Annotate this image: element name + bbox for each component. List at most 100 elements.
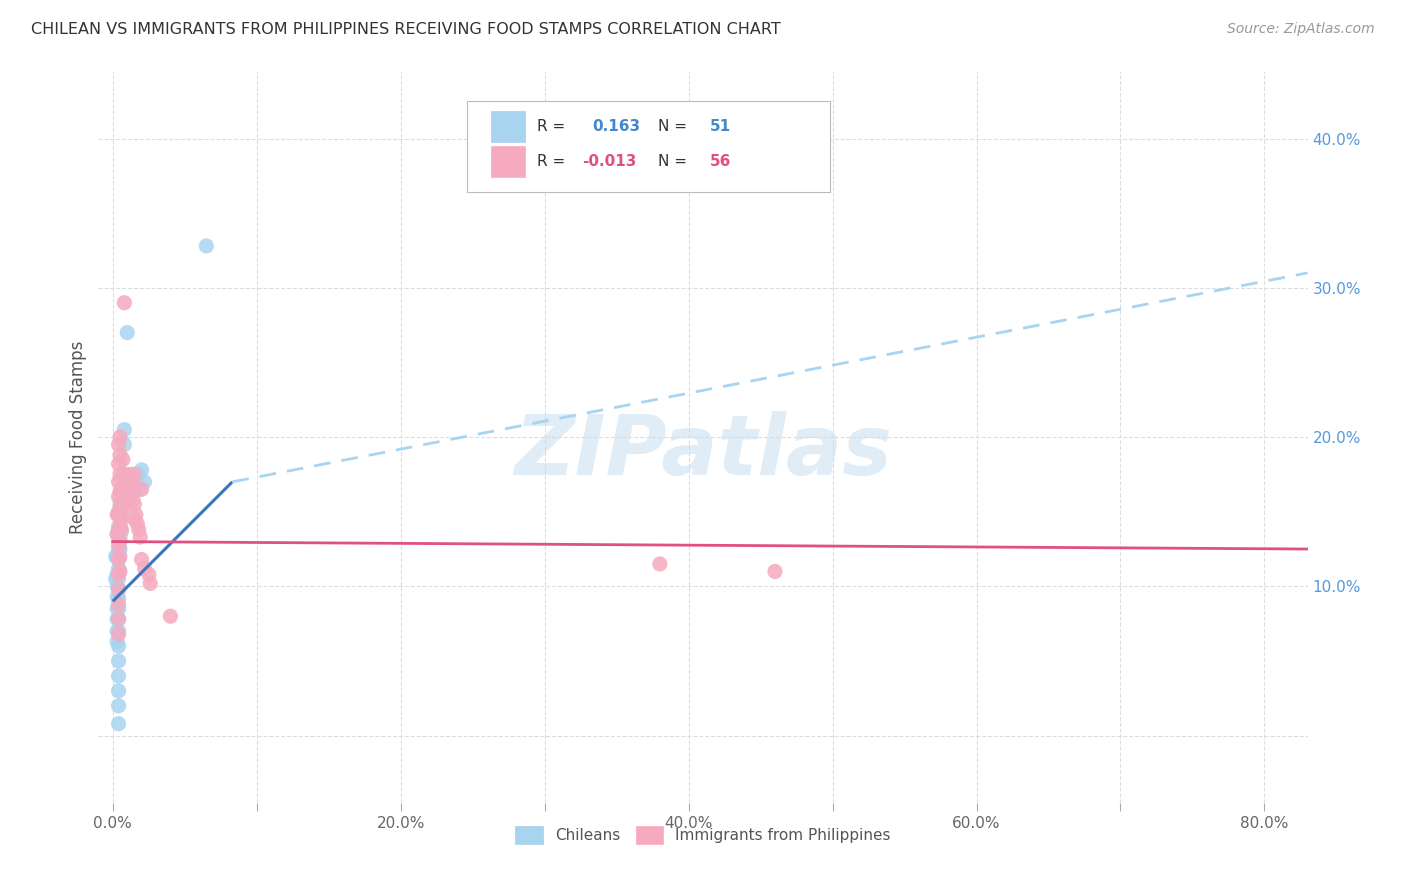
Point bbox=[128, 523, 150, 537]
Point bbox=[105, 579, 128, 593]
Point bbox=[107, 698, 129, 713]
Text: 56: 56 bbox=[710, 153, 731, 169]
Point bbox=[108, 519, 131, 533]
Point bbox=[118, 478, 141, 492]
Point bbox=[108, 430, 131, 444]
Point bbox=[131, 483, 153, 497]
Point bbox=[107, 508, 129, 522]
Text: R =: R = bbox=[537, 153, 571, 169]
Text: ZIPatlas: ZIPatlas bbox=[515, 411, 891, 492]
Point bbox=[115, 483, 138, 497]
Point bbox=[134, 475, 156, 489]
FancyBboxPatch shape bbox=[492, 146, 526, 177]
Point bbox=[124, 483, 146, 497]
Point bbox=[107, 542, 129, 557]
Point bbox=[105, 601, 128, 615]
Point bbox=[107, 534, 129, 549]
Point bbox=[107, 612, 129, 626]
Legend: Chileans, Immigrants from Philippines: Chileans, Immigrants from Philippines bbox=[509, 820, 897, 850]
Point bbox=[108, 509, 131, 524]
Point bbox=[121, 487, 143, 501]
Point bbox=[124, 512, 146, 526]
Point bbox=[105, 590, 128, 604]
Point bbox=[121, 472, 143, 486]
Point bbox=[139, 576, 162, 591]
Point bbox=[159, 609, 181, 624]
Point bbox=[763, 565, 786, 579]
Point bbox=[138, 567, 160, 582]
Point bbox=[108, 485, 131, 500]
Point bbox=[104, 572, 127, 586]
Point bbox=[107, 624, 129, 639]
Text: N =: N = bbox=[658, 119, 692, 134]
Text: 0.163: 0.163 bbox=[592, 119, 640, 134]
Point bbox=[127, 516, 149, 531]
Point bbox=[107, 567, 129, 582]
Point bbox=[134, 561, 156, 575]
Point bbox=[111, 467, 134, 482]
Point bbox=[107, 552, 129, 566]
Point bbox=[110, 497, 132, 511]
Text: CHILEAN VS IMMIGRANTS FROM PHILIPPINES RECEIVING FOOD STAMPS CORRELATION CHART: CHILEAN VS IMMIGRANTS FROM PHILIPPINES R… bbox=[31, 22, 780, 37]
Point bbox=[115, 467, 138, 482]
Point bbox=[107, 654, 129, 668]
Point bbox=[111, 487, 134, 501]
Point bbox=[110, 483, 132, 497]
Point bbox=[110, 512, 132, 526]
Point bbox=[129, 530, 152, 544]
Point bbox=[110, 524, 132, 538]
Text: -0.013: -0.013 bbox=[582, 153, 637, 169]
Point bbox=[105, 527, 128, 541]
Point bbox=[105, 612, 128, 626]
Point bbox=[128, 467, 150, 482]
Point bbox=[107, 716, 129, 731]
Point bbox=[105, 508, 128, 522]
Point bbox=[107, 519, 129, 533]
Point bbox=[111, 452, 134, 467]
Point bbox=[125, 508, 148, 522]
FancyBboxPatch shape bbox=[492, 111, 526, 142]
Y-axis label: Receiving Food Stamps: Receiving Food Stamps bbox=[69, 341, 87, 533]
Point bbox=[121, 467, 143, 482]
Point bbox=[108, 565, 131, 579]
Point bbox=[111, 483, 134, 497]
Point bbox=[108, 534, 131, 549]
Point bbox=[107, 523, 129, 537]
Point bbox=[110, 512, 132, 526]
Point bbox=[107, 572, 129, 586]
Point bbox=[108, 448, 131, 462]
Point bbox=[105, 567, 128, 582]
Point bbox=[107, 582, 129, 597]
Point bbox=[111, 501, 134, 516]
Point bbox=[107, 683, 129, 698]
Point bbox=[107, 639, 129, 653]
Point bbox=[124, 483, 146, 497]
Text: 51: 51 bbox=[710, 119, 731, 134]
Point bbox=[107, 612, 129, 626]
Point bbox=[110, 497, 132, 511]
Point bbox=[105, 549, 128, 564]
Point bbox=[108, 497, 131, 511]
Point bbox=[107, 490, 129, 504]
Point bbox=[112, 437, 135, 451]
Point bbox=[108, 501, 131, 516]
Point bbox=[108, 542, 131, 557]
Point bbox=[107, 475, 129, 489]
Point bbox=[648, 557, 671, 571]
Point bbox=[122, 492, 145, 507]
FancyBboxPatch shape bbox=[467, 101, 830, 192]
Point bbox=[107, 601, 129, 615]
Point bbox=[110, 483, 132, 497]
Point bbox=[108, 519, 131, 533]
Point bbox=[131, 552, 153, 566]
Point bbox=[107, 669, 129, 683]
Point bbox=[110, 523, 132, 537]
Point bbox=[105, 624, 128, 639]
Point bbox=[122, 478, 145, 492]
Point bbox=[107, 539, 129, 553]
Point bbox=[108, 530, 131, 544]
Point bbox=[112, 295, 135, 310]
Point bbox=[124, 497, 146, 511]
Point bbox=[107, 591, 129, 606]
Point bbox=[107, 561, 129, 575]
